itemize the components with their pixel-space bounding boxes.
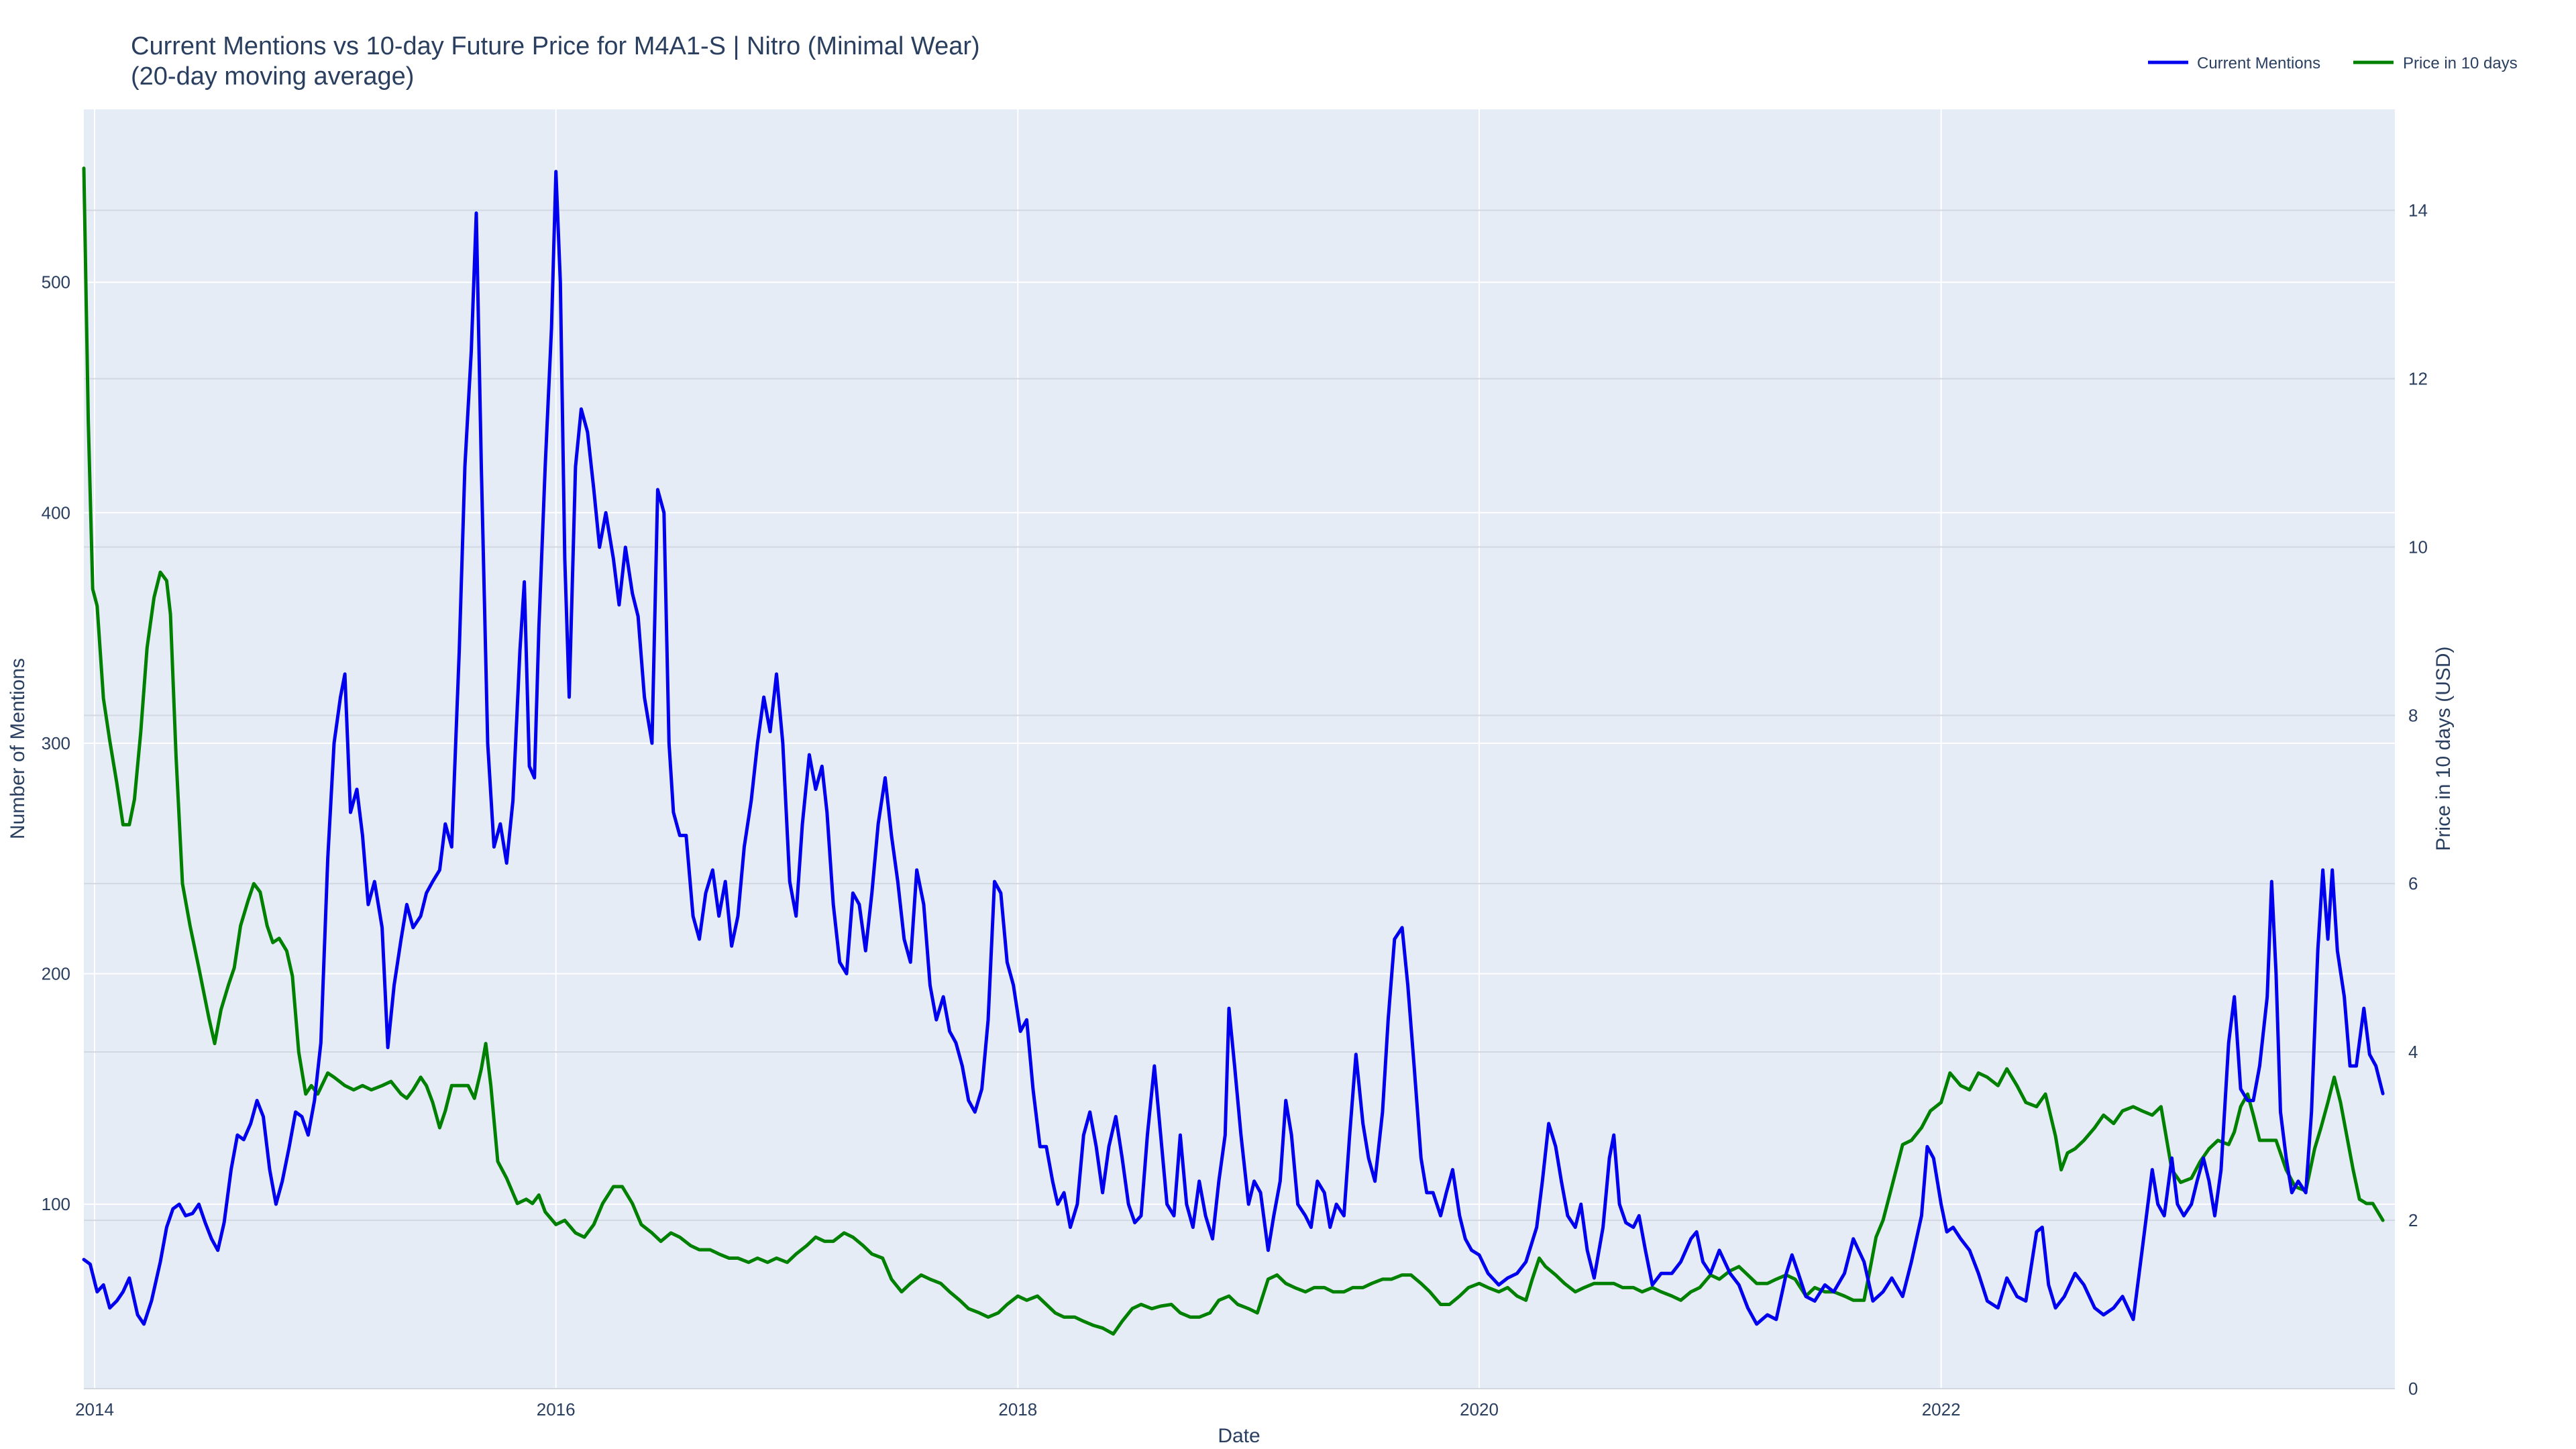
left-y-tick-label: 500 bbox=[42, 272, 70, 292]
legend: Current Mentions Price in 10 days bbox=[2148, 54, 2518, 72]
right-y-tick-label: 8 bbox=[2408, 705, 2418, 725]
gridlines bbox=[84, 109, 2395, 1389]
chart-title: Current Mentions vs 10-day Future Price … bbox=[131, 32, 980, 60]
right-y-tick-label: 0 bbox=[2408, 1379, 2418, 1399]
left-y-axis-title: Number of Mentions bbox=[7, 658, 29, 839]
x-tick-label: 2014 bbox=[75, 1399, 114, 1419]
left-y-tick-label: 200 bbox=[42, 964, 70, 984]
right-y-axis-ticks: 0 2 4 6 8 10 12 14 bbox=[2408, 201, 2428, 1399]
right-y-tick-label: 12 bbox=[2408, 368, 2428, 388]
series-layer bbox=[82, 166, 2385, 1336]
right-y-axis-title: Price in 10 days (USD) bbox=[2432, 646, 2455, 851]
left-y-tick-label: 100 bbox=[42, 1194, 70, 1214]
x-axis-title: Date bbox=[1218, 1425, 1260, 1447]
legend-label-price: Price in 10 days bbox=[2403, 54, 2518, 72]
right-y-tick-label: 6 bbox=[2408, 873, 2418, 894]
x-tick-label: 2022 bbox=[1922, 1399, 1961, 1419]
x-tick-label: 2020 bbox=[1460, 1399, 1499, 1419]
right-y-tick-label: 14 bbox=[2408, 201, 2428, 221]
plot-area bbox=[84, 109, 2395, 1389]
right-y-tick-label: 2 bbox=[2408, 1210, 2418, 1230]
right-y-tick-label: 4 bbox=[2408, 1042, 2418, 1062]
right-y-tick-label: 10 bbox=[2408, 537, 2428, 557]
x-tick-label: 2016 bbox=[537, 1399, 576, 1419]
left-y-axis-ticks: 100 200 300 400 500 bbox=[42, 272, 70, 1214]
legend-label-mentions: Current Mentions bbox=[2197, 54, 2320, 72]
series-line-price-in-10-days bbox=[82, 166, 2385, 1336]
left-y-tick-label: 300 bbox=[42, 733, 70, 753]
legend-item-mentions[interactable]: Current Mentions bbox=[2148, 54, 2320, 72]
x-tick-label: 2018 bbox=[998, 1399, 1037, 1419]
x-axis-ticks: 2014 2016 2018 2020 2022 bbox=[75, 1399, 1960, 1419]
chart-subtitle: (20-day moving average) bbox=[131, 62, 414, 91]
left-y-tick-label: 400 bbox=[42, 502, 70, 523]
series-line-current-mentions bbox=[82, 170, 2385, 1326]
legend-item-price[interactable]: Price in 10 days bbox=[2353, 54, 2518, 72]
